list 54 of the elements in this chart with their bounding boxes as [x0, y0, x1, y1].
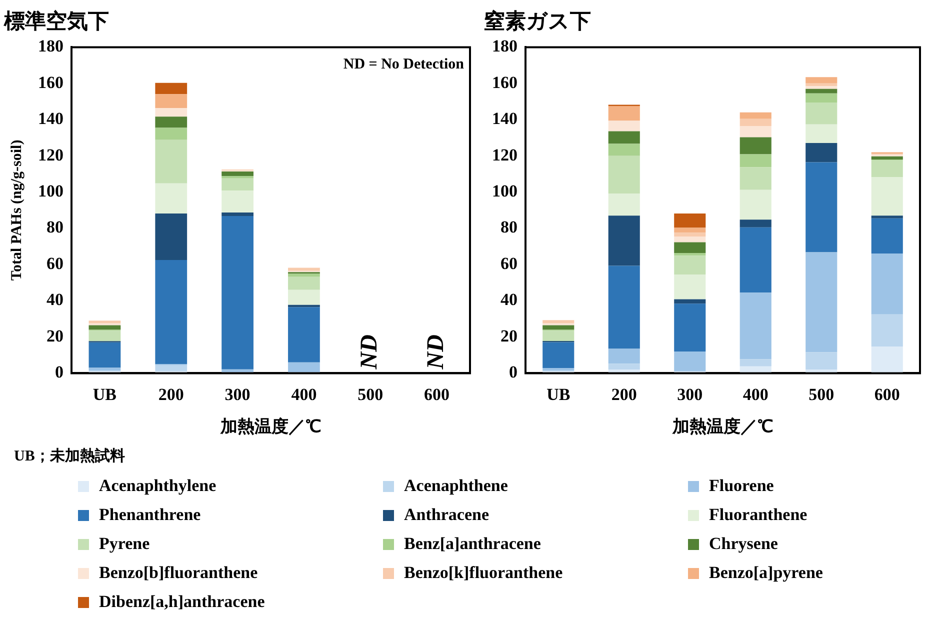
x-tick-label: 500	[808, 384, 834, 404]
y-tick-label: 40	[46, 290, 64, 310]
annotation: ND	[422, 334, 449, 370]
text: UB；未加熱試料	[14, 447, 125, 464]
y-axis-title: Total PAHs (ng/g-soil)	[8, 140, 25, 281]
x-tick-label: 300	[677, 384, 703, 404]
y-tick-label: 40	[500, 290, 518, 310]
y-tick-label: 60	[46, 254, 64, 273]
annotation: ND = No Detection	[343, 56, 465, 73]
legend-label: Acenaphthylene	[99, 476, 216, 496]
y-tick-label: 120	[38, 145, 64, 164]
x-tick-label: 500	[358, 384, 384, 404]
chart-title: 標準空気下	[3, 9, 109, 34]
x-axis-title: 加熱温度／℃	[219, 417, 322, 436]
y-tick-label: 160	[492, 72, 518, 92]
x-tick-label: 400	[291, 384, 317, 404]
y-tick-label: 140	[492, 109, 518, 128]
x-tick-label: 300	[224, 384, 250, 404]
legend-label: Dibenz[a,h]anthracene	[99, 592, 265, 612]
x-tick-label: 200	[158, 384, 184, 404]
legend-label: Fluoranthene	[709, 505, 808, 525]
y-tick-label: 0	[509, 362, 518, 382]
legend-label: Anthracene	[404, 505, 489, 525]
y-tick-label: 20	[46, 326, 64, 346]
y-tick-label: 60	[500, 254, 518, 273]
x-tick-label: 600	[874, 384, 900, 404]
annotation: ND	[356, 334, 383, 370]
y-tick-label: 160	[38, 72, 64, 92]
legend-label: Pyrene	[99, 534, 150, 554]
y-tick-label: 100	[38, 181, 64, 200]
x-tick-label: 400	[742, 384, 768, 404]
y-tick-label: 180	[492, 36, 518, 56]
y-tick-label: 140	[38, 109, 64, 128]
y-tick-label: 100	[492, 181, 518, 200]
x-tick-label: 200	[611, 384, 637, 404]
chart-title: 窒素ガス下	[484, 9, 591, 34]
legend-label: Benzo[b]fluoranthene	[99, 563, 258, 583]
legend-label: Chrysene	[709, 534, 778, 554]
x-tick-label: UB	[546, 384, 570, 404]
legend-label: Benzo[a]pyrene	[709, 563, 823, 583]
legend-label: Phenanthrene	[99, 505, 201, 525]
legend-label: Fluorene	[709, 476, 774, 496]
y-tick-label: 180	[38, 36, 64, 56]
y-tick-label: 120	[492, 145, 518, 164]
legend-label: Benzo[k]fluoranthene	[404, 563, 563, 583]
legend-label: Benz[a]anthracene	[404, 534, 541, 554]
x-tick-label: 600	[424, 384, 450, 404]
y-tick-label: 80	[500, 218, 518, 237]
x-tick-label: UB	[92, 384, 117, 404]
x-axis-title: 加熱温度／℃	[671, 417, 774, 436]
y-tick-label: 20	[500, 326, 518, 346]
legend-label: Acenaphthene	[404, 476, 508, 496]
y-tick-label: 0	[55, 362, 64, 382]
y-tick-label: 80	[46, 218, 64, 237]
